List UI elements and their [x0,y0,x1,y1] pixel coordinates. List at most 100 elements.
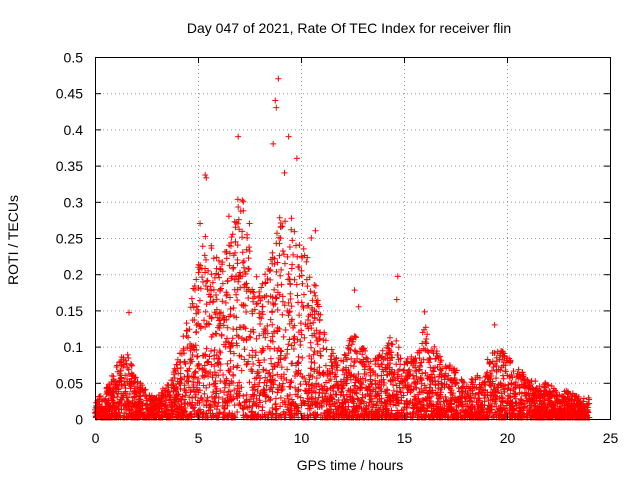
data-point [218,332,225,339]
data-point [333,355,340,362]
data-point [575,394,582,401]
data-point [555,398,562,405]
data-point [398,373,405,380]
data-point [113,403,120,410]
data-point [216,310,223,317]
data-point [411,379,418,386]
data-point [110,387,117,394]
data-point [393,296,400,303]
data-point [429,377,436,384]
data-point [341,351,348,358]
data-point [214,360,221,367]
data-point [195,375,202,382]
data-point [262,411,269,418]
data-point [184,367,191,374]
data-point [235,204,242,211]
data-point [180,333,187,340]
data-point [204,359,211,366]
data-point [347,393,354,400]
data-point [288,215,295,222]
data-point [222,299,229,306]
data-point [525,383,532,390]
data-point [274,347,281,354]
data-point [255,294,262,301]
data-point [290,251,297,258]
data-point [210,286,217,293]
data-point [264,275,271,282]
data-point [288,342,295,349]
data-point [351,411,358,418]
data-point [492,396,499,403]
data-point [419,389,426,396]
data-point [264,322,271,329]
data-point [125,309,132,316]
data-point [134,378,141,385]
data-point [359,345,366,352]
data-point [199,274,206,281]
data-point [177,364,184,371]
data-point [304,254,311,261]
data-point [580,395,587,402]
data-point [492,388,499,395]
data-point [286,336,293,343]
data-point [291,333,298,340]
data-point [249,308,256,315]
data-point [243,403,250,410]
data-point [241,346,248,353]
data-point [415,367,422,374]
data-point [199,372,206,379]
data-point [310,351,317,358]
data-point [214,314,221,321]
data-point [186,326,193,333]
data-point [288,318,295,325]
data-point [128,383,135,390]
data-point [390,381,397,388]
data-point [112,384,119,391]
data-point [499,398,506,405]
data-point [508,413,515,420]
x-tick-label: 15 [397,430,413,446]
data-point [309,311,316,318]
data-point [430,365,437,372]
data-point [438,357,445,364]
data-point [507,358,514,365]
data-point [233,314,240,321]
data-point [344,374,351,381]
data-point [203,402,210,409]
data-point [280,251,287,258]
data-point [488,372,495,379]
data-point [174,391,181,398]
data-point [215,271,222,278]
data-point [498,364,505,371]
data-point [415,395,422,402]
data-point [256,332,263,339]
data-point [518,397,525,404]
data-point [357,348,364,355]
data-point [251,375,258,382]
data-point [137,384,144,391]
data-point [340,392,347,399]
data-point [97,393,104,400]
data-point [269,379,276,386]
x-tick-label: 20 [500,430,516,446]
data-point [305,398,312,405]
data-point [442,393,449,400]
data-point [395,399,402,406]
data-point [210,255,217,262]
data-point [286,243,293,250]
data-point [391,369,398,376]
data-point [442,363,449,370]
data-point [383,403,390,410]
data-point [229,231,236,238]
data-point [358,381,365,388]
data-point [195,284,202,291]
data-point [271,363,278,370]
data-point [279,380,286,387]
data-point [231,276,238,283]
data-point [383,365,390,372]
data-point [269,309,276,316]
data-point [375,412,382,419]
data-point [402,377,409,384]
data-point [201,390,208,397]
data-point [467,394,474,401]
